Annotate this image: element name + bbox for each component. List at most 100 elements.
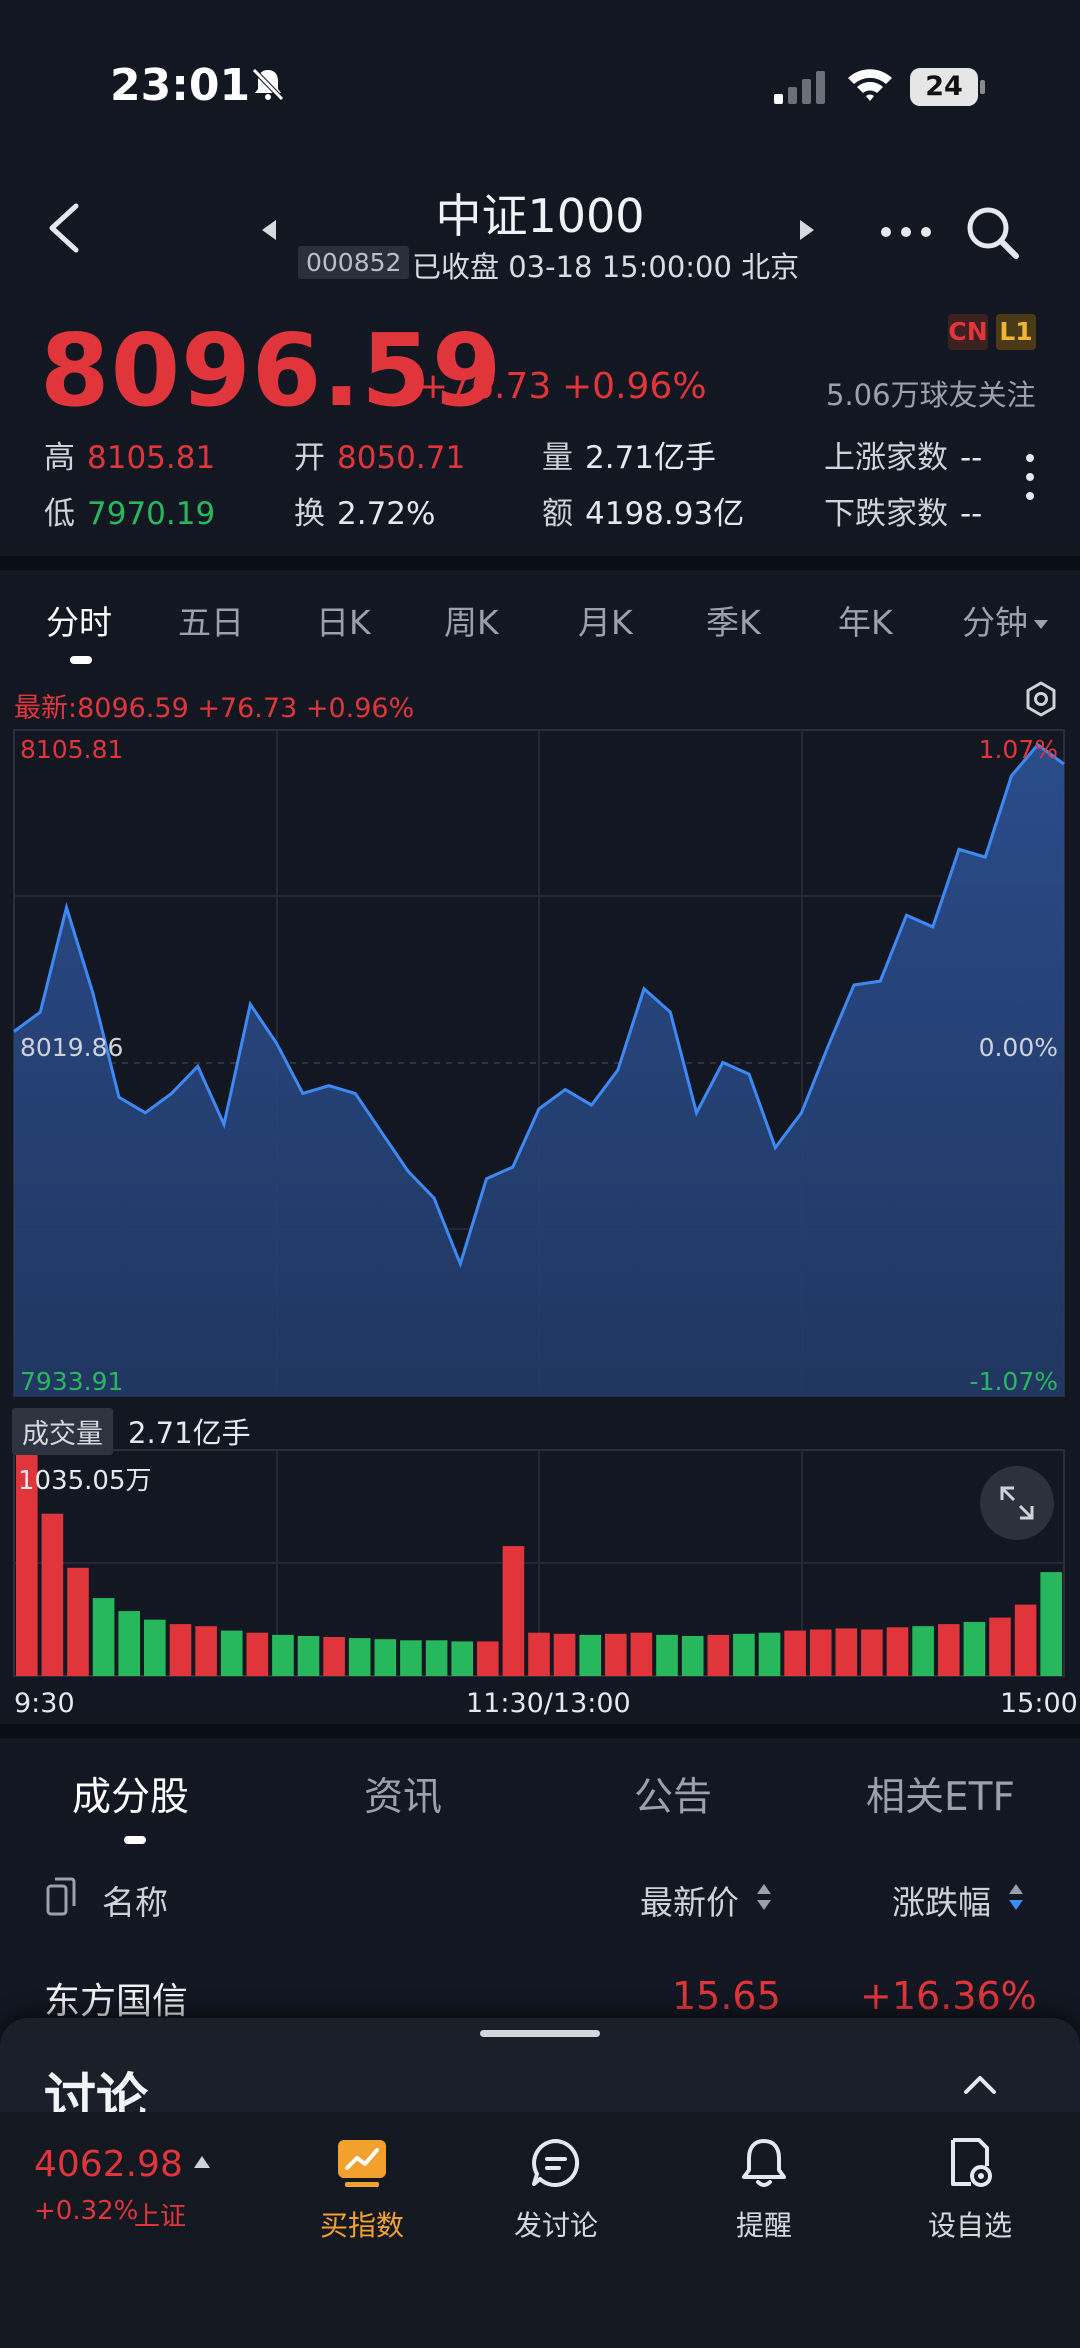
- volume-bar: [348, 1638, 371, 1676]
- active-subtab-indicator: [124, 1836, 146, 1844]
- volume-bar: [169, 1624, 192, 1676]
- price-line: [13, 742, 1065, 1269]
- tab-quarterly-k[interactable]: 季K: [706, 603, 761, 642]
- volume-bar: [323, 1637, 345, 1676]
- tab-yearly-k[interactable]: 年K: [838, 603, 893, 642]
- back-icon[interactable]: [40, 198, 90, 258]
- volume-total: 2.71亿手: [128, 1416, 251, 1450]
- chart-period-tabs: 分时 五日 日K 周K 月K 季K 年K 分钟: [0, 572, 1080, 664]
- tab-daily-k[interactable]: 日K: [316, 603, 371, 642]
- sort-icon[interactable]: [756, 1882, 772, 1912]
- alert-button[interactable]: 提醒: [684, 2136, 844, 2244]
- volume-bar: [733, 1633, 755, 1676]
- volume-bar: [144, 1619, 166, 1676]
- volume-bar: [630, 1632, 653, 1676]
- bottom-bar: [0, 2112, 1080, 2348]
- more-stats-icon[interactable]: [1022, 452, 1038, 502]
- tab-related-etf[interactable]: 相关ETF: [866, 1775, 1015, 1820]
- sort-desc-icon[interactable]: [1008, 1882, 1024, 1912]
- volume-bar: [553, 1633, 576, 1676]
- column-header-price[interactable]: 最新价: [640, 1883, 739, 1922]
- post-discussion-button[interactable]: 发讨论: [476, 2136, 636, 2244]
- price-area: [14, 744, 1064, 1396]
- stock-change: +16.36%: [860, 1974, 1037, 2018]
- market-status: 已收盘 03-18 15:00:00 北京: [412, 250, 800, 284]
- volume-bar: [92, 1598, 115, 1676]
- latest-quote-line: 最新:8096.59 +76.73 +0.96%: [14, 693, 415, 724]
- volume-bar: [681, 1636, 704, 1676]
- volume-bar: [784, 1630, 806, 1676]
- gear-icon[interactable]: [1022, 680, 1060, 718]
- index-code: 000852: [298, 246, 410, 279]
- section-divider: [0, 1724, 1080, 1738]
- drag-handle[interactable]: [480, 2030, 600, 2037]
- more-icon[interactable]: [878, 220, 934, 244]
- chevron-down-icon: [1034, 620, 1048, 629]
- x-tick-end: 15:00: [1000, 1688, 1078, 1719]
- volume-bar: [400, 1640, 422, 1676]
- sh-index-change: +0.32%: [34, 2196, 139, 2226]
- tab-intraday[interactable]: 分时: [46, 603, 112, 642]
- chevron-up-icon[interactable]: [962, 2072, 998, 2096]
- intraday-chart[interactable]: 8105.81 8019.86 7933.91 1.07% 0.00% -1.0…: [0, 720, 1080, 1720]
- section-divider: [0, 556, 1080, 570]
- volume-bar: [195, 1626, 217, 1676]
- price-change: +76.73: [418, 366, 552, 407]
- volume-bar: [963, 1621, 986, 1676]
- volume-bar: [477, 1641, 499, 1676]
- stat-high: 高 8105.81: [44, 440, 216, 476]
- trend-chart-icon: [338, 2140, 386, 2187]
- pct-bottom-label: -1.07%: [970, 1367, 1058, 1396]
- price-mid-label: 8019.86: [20, 1033, 123, 1062]
- tab-constituents[interactable]: 成分股: [72, 1775, 190, 1820]
- volume-bar: [1040, 1572, 1062, 1676]
- x-tick-start: 9:30: [14, 1688, 75, 1719]
- buy-index-button[interactable]: 买指数: [282, 2136, 442, 2244]
- volume-bar: [861, 1629, 883, 1676]
- volume-bar: [656, 1634, 678, 1676]
- stat-volume: 量 2.71亿手: [542, 440, 717, 476]
- tab-minute[interactable]: 分钟: [962, 596, 1048, 644]
- copy-icon[interactable]: [46, 1876, 76, 1916]
- sh-index-value[interactable]: 4062.98: [34, 2144, 183, 2185]
- column-header-change[interactable]: 涨跌幅: [892, 1883, 991, 1922]
- prev-index-icon[interactable]: [262, 220, 276, 240]
- pct-top-label: 1.07%: [979, 735, 1058, 764]
- volume-bar: [451, 1641, 473, 1676]
- volume-bar: [374, 1639, 397, 1676]
- stock-name[interactable]: 东方国信: [44, 1981, 189, 2022]
- tab-weekly-k[interactable]: 周K: [444, 603, 499, 642]
- x-tick-mid: 11:30/13:00: [466, 1688, 631, 1719]
- stat-turnover: 换 2.72%: [294, 496, 436, 532]
- market-badge: CN: [948, 314, 988, 350]
- volume-bar: [912, 1626, 934, 1676]
- sh-index-name: 上证: [134, 2202, 187, 2232]
- last-price: 8096.59: [40, 312, 503, 429]
- stat-decliners: 下跌家数 --: [824, 496, 983, 532]
- expand-icon[interactable]: [980, 1466, 1054, 1540]
- tab-news[interactable]: 资讯: [364, 1775, 443, 1820]
- volume-bar: [528, 1632, 550, 1676]
- volume-bar: [67, 1567, 89, 1676]
- price-change-pct: +0.96%: [562, 366, 707, 407]
- search-icon[interactable]: [962, 202, 1022, 262]
- battery-icon: 24: [910, 68, 986, 108]
- level-badge: L1: [996, 314, 1036, 350]
- next-index-icon[interactable]: [800, 220, 814, 240]
- triangle-up-icon: [194, 2156, 210, 2168]
- volume-bar: [41, 1513, 64, 1676]
- add-watchlist-button[interactable]: 设自选: [890, 2136, 1050, 2244]
- volume-bar: [297, 1636, 320, 1676]
- volume-bar: [220, 1630, 243, 1676]
- volume-bar: [605, 1633, 627, 1676]
- tab-announcements[interactable]: 公告: [634, 1775, 713, 1820]
- tab-monthly-k[interactable]: 月K: [578, 603, 633, 642]
- volume-bar: [16, 1452, 38, 1676]
- volume-label[interactable]: 成交量: [12, 1408, 113, 1455]
- active-tab-indicator: [70, 656, 92, 664]
- volume-bar: [272, 1634, 294, 1676]
- tab-five-day[interactable]: 五日: [178, 603, 244, 642]
- followers-count[interactable]: 5.06万球友关注: [826, 378, 1036, 412]
- cellular-signal-icon: [774, 71, 825, 104]
- volume-bar: [758, 1632, 781, 1676]
